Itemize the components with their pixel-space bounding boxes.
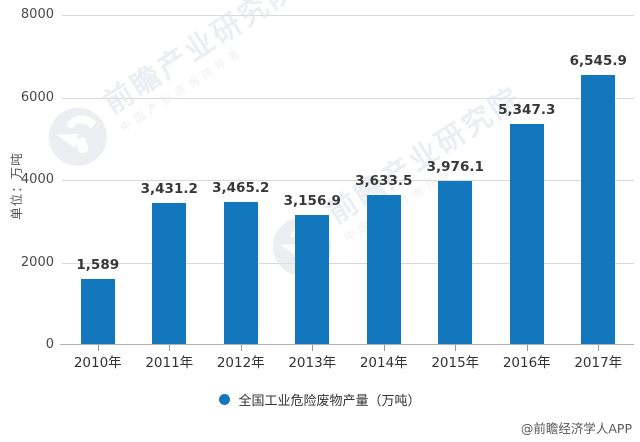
attribution: @前瞻经济学人APP (520, 421, 632, 436)
legend-marker-icon (219, 394, 231, 405)
x-axis-tick (598, 345, 600, 351)
x-axis-tick (240, 345, 242, 351)
x-tick-label-2013年: 2013年 (288, 355, 337, 371)
bar-2016年 (509, 124, 544, 345)
legend: 全国工业危险废物产量（万吨） (0, 390, 640, 409)
bar-2012年 (223, 202, 258, 345)
gridline (62, 262, 634, 264)
bar-slot-2014年: 3,633.5 (348, 15, 420, 351)
x-tick-label-2016年: 2016年 (502, 355, 551, 371)
bar-slot-2015年: 3,976.1 (420, 15, 492, 351)
bar-slot-2013年: 3,156.9 (277, 15, 349, 351)
gridline (62, 15, 634, 16)
bar-value-label: 5,347.3 (498, 102, 556, 119)
x-axis-labels: 2010年 2011年 2012年 2013年 2014年 2015年 2016年 2017年 (62, 351, 634, 371)
x-axis-tick (526, 345, 528, 351)
bar-value-label: 1,589 (76, 257, 120, 274)
bar-slot-2016年: 5,347.3 (491, 15, 563, 351)
x-axis-tick (455, 345, 457, 351)
bar-2017年 (581, 74, 616, 345)
gridline (62, 97, 634, 99)
bar-value-label: 3,431.2 (140, 181, 198, 198)
y-tick-label: 8000 (20, 7, 54, 22)
bar-2010年 (80, 279, 115, 345)
x-tick-label-2017年: 2017年 (574, 355, 623, 371)
bar-2013年 (295, 214, 330, 345)
bar-slot-2017年: 6,545.9 (563, 15, 635, 351)
bar-value-label: 3,156.9 (283, 192, 341, 209)
y-axis-labels: 8000 6000 4000 2000 0 (0, 7, 56, 352)
bar-slot-2011年: 3,431.2 (134, 15, 206, 351)
bar-2014年 (366, 195, 401, 345)
gridline (62, 180, 634, 181)
x-tick-label-2014年: 2014年 (359, 355, 408, 371)
bar-2015年 (438, 181, 473, 345)
plot-area: 1,589 3,431.2 3,465.2 3,156.9 3,633.5 3,976.1… (60, 15, 635, 351)
bar-value-label: 3,976.1 (426, 159, 484, 175)
x-axis-line (60, 344, 634, 345)
x-tick-label-2012年: 2012年 (216, 355, 265, 371)
y-tick-label: 0 (45, 337, 54, 352)
x-axis-tick (312, 345, 314, 351)
x-axis-tick (169, 345, 171, 351)
bar-slot-2012年: 3,465.2 (205, 15, 277, 351)
x-axis-tick (383, 345, 385, 351)
y-tick-label: 6000 (20, 89, 54, 105)
bar-value-label: 3,465.2 (212, 180, 270, 197)
x-tick-label-2010年: 2010年 (73, 355, 122, 371)
x-tick-label-2015年: 2015年 (431, 355, 480, 371)
bar-value-label: 3,633.5 (355, 173, 413, 190)
bar-slot-2010年: 1,589 (62, 15, 134, 351)
bar-value-label: 6,545.9 (569, 52, 627, 69)
bar-2011年 (152, 203, 187, 345)
x-axis-tick (97, 345, 99, 351)
legend-label: 全国工业危险废物产量（万吨） (238, 394, 421, 409)
y-tick-label: 4000 (20, 172, 54, 187)
x-tick-label-2011年: 2011年 (145, 355, 194, 371)
y-tick-label: 2000 (20, 254, 54, 270)
